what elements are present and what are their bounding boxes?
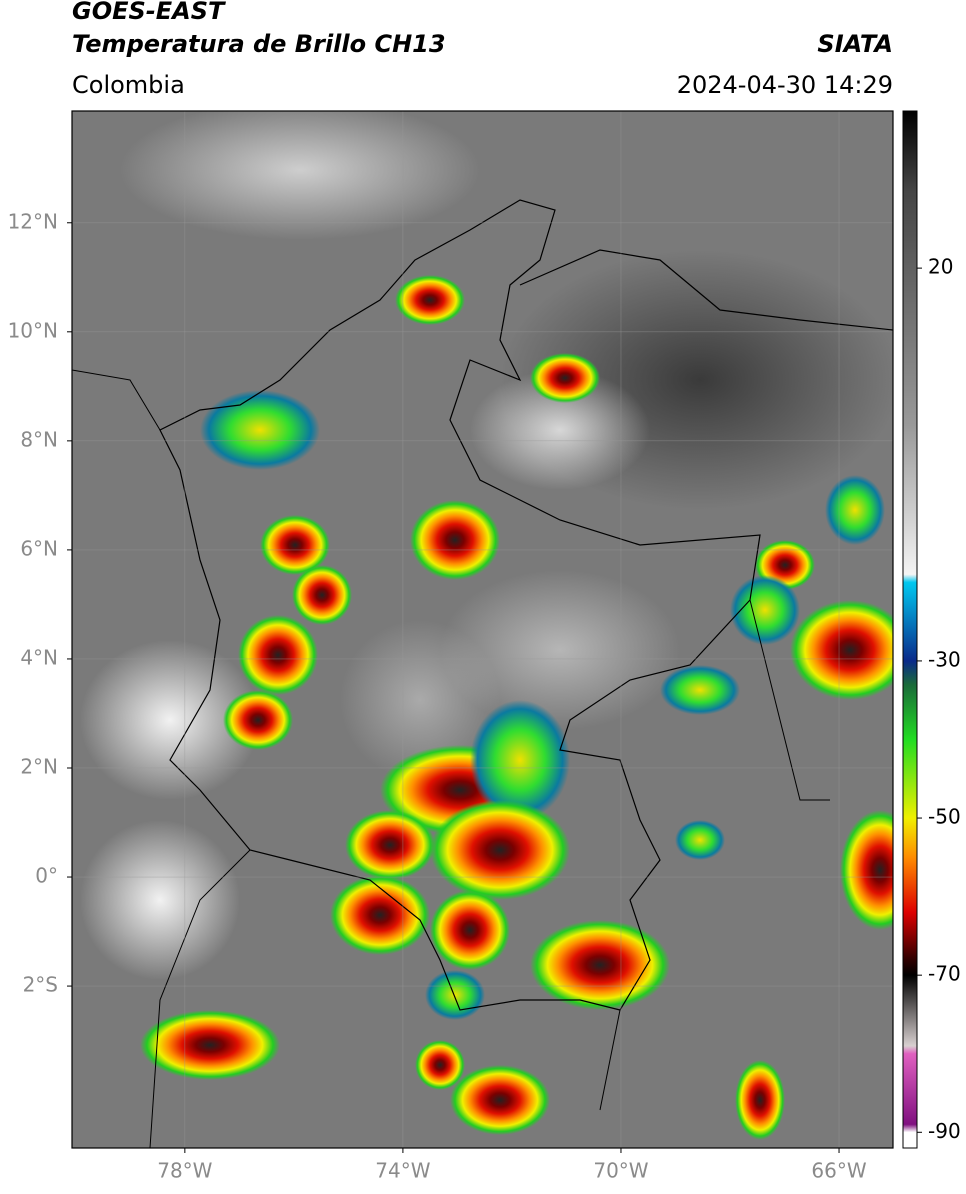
lon-tick-label: 66°W (811, 1159, 866, 1183)
source: SIATA (817, 30, 893, 58)
lat-tick-label: 8°N (20, 427, 58, 451)
lat-tick-label: 2°N (20, 754, 58, 778)
lat-tick-label: 0° (35, 864, 58, 888)
graticule (72, 111, 893, 1148)
lat-tick-label: 6°N (20, 536, 58, 560)
map-frame (71, 110, 894, 1149)
datetime: 2024-04-30 14:29 (677, 71, 893, 99)
lat-tick-label: 10°N (8, 318, 58, 342)
region: Colombia (72, 71, 185, 99)
colorbar (902, 110, 918, 1149)
lat-tick-label: 12°N (8, 209, 58, 233)
lat-tick-label: 2°S (23, 973, 58, 997)
lon-tick-label: 78°W (157, 1159, 212, 1183)
colorbar-tick-label: -70 (928, 962, 961, 986)
satellite-image (72, 111, 893, 1148)
colorbar-tick-label: -90 (928, 1119, 961, 1143)
colorbar-tick-label: -50 (928, 805, 961, 829)
lon-tick-label: 70°W (593, 1159, 648, 1183)
product: Temperatura de Brillo CH13 (72, 30, 446, 58)
colorbar-tick-label: 20 (928, 255, 953, 279)
lon-tick-label: 74°W (375, 1159, 430, 1183)
lat-tick-label: 4°N (20, 645, 58, 669)
colorbar-tick-label: -30 (928, 647, 961, 671)
satellite: GOES-EAST (72, 0, 226, 25)
